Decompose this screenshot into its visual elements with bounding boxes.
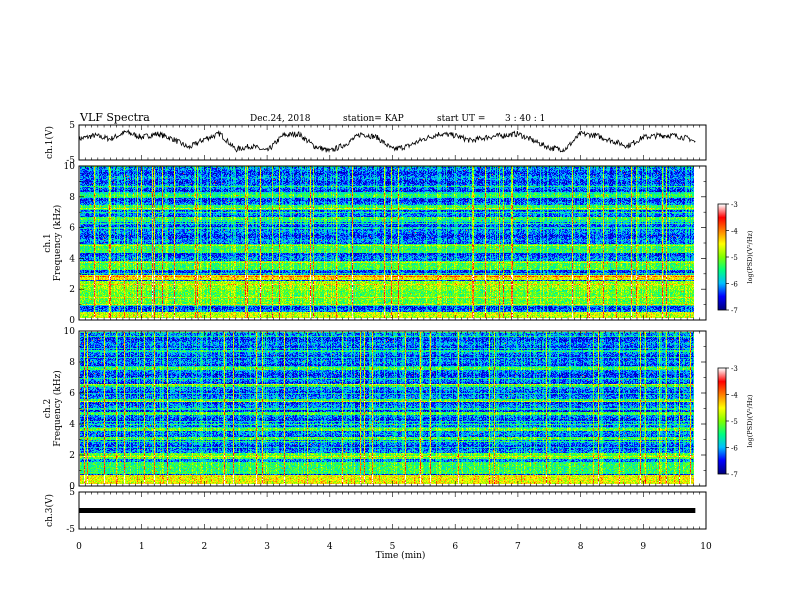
y-tick-label: 8 xyxy=(69,358,75,368)
y-tick-label: 10 xyxy=(64,162,76,172)
colorbar-tick-label: -3 xyxy=(731,201,738,209)
y-tick-label: 0 xyxy=(69,316,75,326)
y-tick-label: 2 xyxy=(69,285,75,295)
colorbar-tick-label: -5 xyxy=(731,418,738,426)
panel-frame xyxy=(78,330,707,487)
colorbar-tick-label: -6 xyxy=(731,281,738,289)
station-label: station= KAP xyxy=(343,114,404,124)
colorbar-label: log(PSD)(V²/Hz) xyxy=(746,394,754,447)
colorbar-tick-label: -7 xyxy=(731,471,738,479)
y-axis-label-unit: Frequency (kHz) xyxy=(52,205,63,282)
y-tick-label: 6 xyxy=(69,224,75,234)
start-ut-time: 3 : 40 : 1 xyxy=(505,114,546,124)
x-tick-label: 8 xyxy=(578,542,584,552)
y-tick-label: 0 xyxy=(69,482,75,492)
y-tick-label: 8 xyxy=(69,193,75,203)
x-tick-label: 10 xyxy=(700,542,712,552)
colorbar-label: log(PSD)(V²/Hz) xyxy=(746,230,754,283)
colorbar-tick-label: -6 xyxy=(731,445,738,453)
colorbar-tick-label: -7 xyxy=(731,307,738,315)
x-axis-label: Time (min) xyxy=(376,550,426,561)
y-tick-label: 2 xyxy=(69,451,75,461)
y-tick-label: 10 xyxy=(64,327,76,337)
x-tick-label: 6 xyxy=(452,542,458,552)
x-tick-label: 7 xyxy=(515,542,521,552)
x-tick-label: 3 xyxy=(264,542,270,552)
x-tick-label: 9 xyxy=(640,542,646,552)
y-tick-label: 4 xyxy=(69,254,75,264)
start-ut-label: start UT = xyxy=(437,114,486,124)
y-tick-label: 6 xyxy=(69,389,75,399)
colorbar-frame xyxy=(717,367,727,475)
y-tick-label: 4 xyxy=(69,420,75,430)
y-axis-label-unit: Frequency (kHz) xyxy=(52,370,63,447)
x-tick-label: 1 xyxy=(139,542,145,552)
y-axis-label-channel: ch.2 xyxy=(43,399,53,418)
colorbar-tick-label: -5 xyxy=(731,254,738,262)
ch2-colorbar xyxy=(718,368,726,474)
colorbar-frame xyxy=(717,203,727,311)
panel-frame xyxy=(78,124,707,161)
colorbar-tick-label: -4 xyxy=(731,392,738,400)
colorbar-tick-label: -3 xyxy=(731,365,738,373)
ch1-colorbar xyxy=(718,204,726,310)
x-tick-label: 5 xyxy=(390,542,396,552)
x-tick-label: 0 xyxy=(76,542,82,552)
ch2-spectrogram xyxy=(80,332,694,484)
y-axis-label: ch.1(V) xyxy=(44,126,55,159)
figure-title: VLF Spectra xyxy=(80,111,150,124)
y-axis-label-channel: ch.1 xyxy=(43,233,53,252)
date-label: Dec.24, 2018 xyxy=(250,114,311,124)
x-tick-label: 2 xyxy=(202,542,208,552)
y-tick-label: -5 xyxy=(66,156,75,166)
colorbar-tick-label: -4 xyxy=(731,228,738,236)
ch1-spectrogram xyxy=(80,166,694,318)
y-tick-label: 5 xyxy=(69,488,75,498)
panel-frame xyxy=(78,165,707,321)
x-tick-label: 4 xyxy=(327,542,333,552)
y-tick-label: 5 xyxy=(69,121,75,131)
y-tick-label: -5 xyxy=(66,525,75,535)
y-axis-label: ch.3(V) xyxy=(44,494,55,527)
ch1-waveform xyxy=(78,129,696,153)
